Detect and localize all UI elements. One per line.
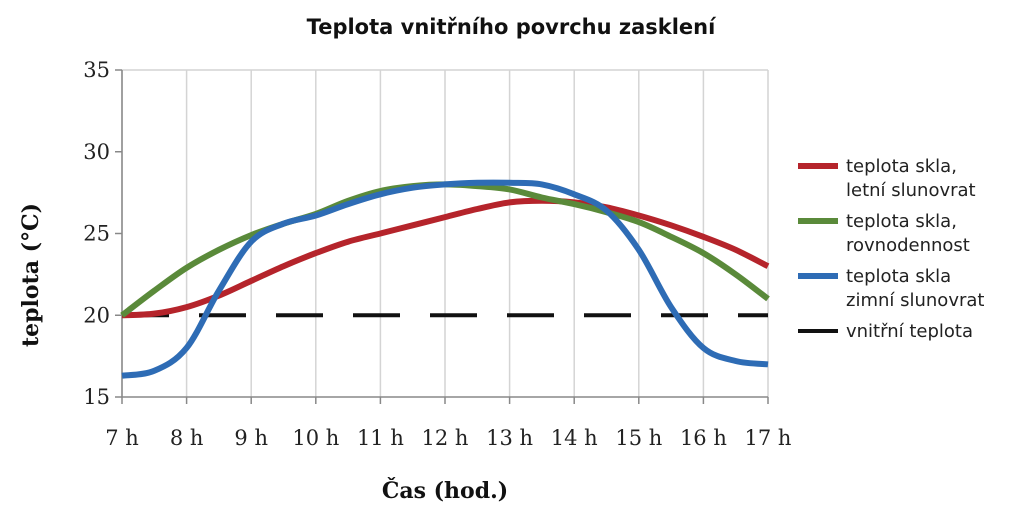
- legend-item-vnitrni-teplota: vnitřní teplota: [798, 321, 973, 342]
- x-tick-label: 8 h: [170, 426, 204, 450]
- series-line-letni-slunovrat: [121, 197, 770, 319]
- y-tick-label: 20: [83, 303, 110, 327]
- legend-label: rovnodennost: [846, 235, 970, 256]
- x-tick-label: 13 h: [486, 426, 533, 450]
- legend-label: teplota skla: [846, 266, 951, 287]
- legend-label: vnitřní teplota: [846, 321, 973, 342]
- x-tick-label: 14 h: [551, 426, 598, 450]
- y-tick-label: 15: [83, 385, 110, 409]
- x-tick-label: 9 h: [234, 426, 268, 450]
- y-tick-label: 25: [83, 222, 110, 246]
- y-tick-label: 35: [83, 58, 110, 82]
- x-tick-label: 17 h: [745, 426, 792, 450]
- x-tick-label: 10 h: [292, 426, 339, 450]
- legend-label: teplota skla,: [846, 211, 957, 232]
- series-lines: [120, 179, 770, 379]
- x-tick-label: 16 h: [680, 426, 727, 450]
- x-tick-label: 15 h: [615, 426, 662, 450]
- x-tick-label: 11 h: [357, 426, 404, 450]
- chart-title: Teplota vnitřního povrchu zasklení: [307, 15, 717, 39]
- x-axis: 7 h 8 h 9 h 10 h 11 h 12 h 13 h 14 h 15 h 16 h 17 …: [105, 396, 792, 450]
- legend-label: teplota skla,: [846, 156, 957, 177]
- y-axis-label: teplota (°C): [18, 203, 44, 347]
- x-axis-label: Čas (hod.): [382, 477, 508, 504]
- y-tick-label: 30: [83, 140, 110, 164]
- legend-item-rovnodennost: teplota skla, rovnodennost: [798, 211, 970, 256]
- y-axis: 15 20 25 30 35: [83, 58, 123, 409]
- legend-item-zimni-slunovrat: teplota skla zimní slunovrat: [798, 266, 984, 311]
- legend-label: letní slunovrat: [846, 180, 976, 201]
- legend-label: zimní slunovrat: [846, 290, 984, 311]
- series-line-zimni-slunovrat: [121, 179, 769, 379]
- x-tick-label: 12 h: [422, 426, 469, 450]
- legend-item-letni-slunovrat: teplota skla, letní slunovrat: [798, 156, 976, 201]
- x-tick-label: 7 h: [105, 426, 139, 450]
